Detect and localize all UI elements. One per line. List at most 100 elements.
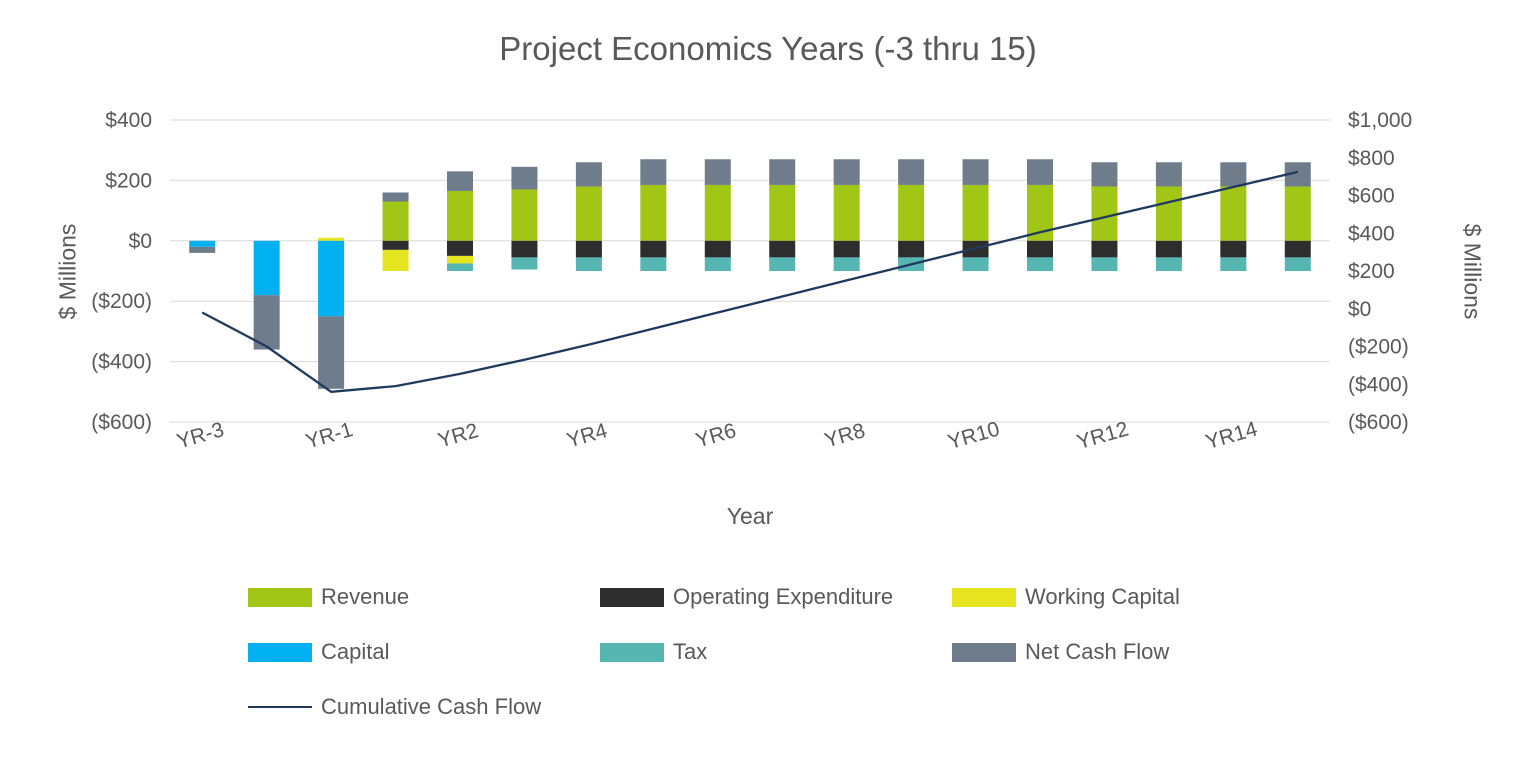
x-axis-tick-label: YR-1	[303, 418, 355, 453]
bar-segment-net_cash_flow	[962, 159, 989, 185]
bar-segment-revenue	[382, 201, 409, 241]
legend-swatch-revenue	[248, 587, 312, 607]
bar-segment-operating_expenditure	[511, 240, 538, 258]
cumulative-cash-flow-line	[201, 170, 1299, 393]
bar-segment-net_cash_flow	[1220, 162, 1247, 187]
bar-segment-revenue	[1284, 186, 1311, 241]
bar-segment-operating_expenditure	[382, 240, 409, 250]
legend-swatch-cumulative_cash_flow	[248, 706, 312, 708]
legend-swatch-net_cash_flow	[952, 642, 1016, 662]
right-axis-tick-label: $400	[1348, 222, 1395, 245]
bar-segment-net_cash_flow	[898, 159, 925, 185]
bar-segment-revenue	[1091, 186, 1118, 241]
legend-item-cumulative_cash_flow: Cumulative Cash Flow	[248, 693, 600, 721]
legend-swatch-working_capital	[952, 587, 1016, 607]
bar-segment-revenue	[704, 184, 731, 241]
legend-label: Revenue	[321, 584, 410, 609]
bar-segment-operating_expenditure	[1220, 240, 1247, 258]
bar-segment-tax	[1155, 257, 1182, 271]
bar-segment-net_cash_flow	[447, 171, 473, 191]
bar-segment-revenue	[640, 184, 667, 241]
bar-segment-net_cash_flow	[575, 162, 602, 187]
right-axis-tick-label: ($600)	[1348, 411, 1409, 434]
bar-segment-net_cash_flow	[1155, 162, 1182, 187]
legend-swatch-operating_expenditure	[600, 587, 664, 607]
bar-segment-revenue	[1155, 186, 1182, 241]
bar-segment-operating_expenditure	[833, 240, 860, 258]
bar-segment-revenue	[511, 189, 538, 241]
bar-segment-net_cash_flow	[640, 159, 667, 185]
x-axis-tick-label: YR10	[945, 417, 1002, 454]
bar-segment-tax	[769, 257, 796, 271]
right-axis-tick-label: ($200)	[1348, 336, 1409, 359]
plot-area: $400 $200 $0 ($200) ($400) ($600) $1,000 $800 $6…	[91, 109, 1412, 454]
legend-label: Capital	[321, 639, 390, 664]
bar-segment-net_cash_flow	[382, 192, 409, 202]
left-axis-tick-label: $200	[105, 169, 152, 192]
bar-segment-tax	[447, 263, 473, 271]
bar-segment-net_cash_flow	[833, 159, 860, 185]
left-axis-tick-label: $400	[105, 109, 152, 132]
bar-segment-tax	[833, 257, 860, 271]
bar-segment-capital	[318, 240, 345, 317]
x-axis-tick-label: YR6	[693, 419, 739, 452]
legend-item-tax: Tax	[600, 638, 952, 666]
bar-segment-net_cash_flow	[704, 159, 731, 185]
chart-title: Project Economics Years (-3 thru 15)	[499, 30, 1037, 67]
bar-segment-capital	[253, 240, 280, 296]
x-axis-tick-label: YR8	[822, 419, 868, 452]
bar-segment-tax	[1027, 257, 1053, 271]
bar-segment-operating_expenditure	[1155, 240, 1182, 258]
right-axis-tick-label: ($400)	[1348, 373, 1409, 396]
x-axis-title: Year	[726, 503, 774, 529]
bar-segment-operating_expenditure	[575, 240, 602, 258]
bar-segment-net_cash_flow	[511, 166, 538, 190]
bar-segment-operating_expenditure	[640, 240, 667, 258]
bar-segment-operating_expenditure	[447, 240, 473, 256]
legend-label: Cumulative Cash Flow	[321, 694, 542, 719]
legend-swatch-capital	[248, 642, 312, 662]
bar-segment-net_cash_flow	[1027, 159, 1053, 185]
bar-segment-tax	[1091, 257, 1118, 271]
left-axis-tick-label: $0	[129, 230, 152, 253]
legend: Revenue Operating Expenditure Working Capi…	[248, 583, 1304, 721]
bar-segment-tax	[1220, 257, 1247, 271]
bar-segment-tax	[640, 257, 667, 271]
bar-segment-revenue	[447, 190, 473, 241]
bar-segment-operating_expenditure	[704, 240, 731, 258]
legend-label: Tax	[673, 639, 708, 664]
legend-item-revenue: Revenue	[248, 583, 600, 611]
left-axis-tick-label: ($200)	[91, 290, 152, 313]
legend-label: Net Cash Flow	[1025, 639, 1170, 664]
legend-item-working_capital: Working Capital	[952, 583, 1304, 611]
x-axis-tick-label: YR2	[435, 419, 481, 452]
bar-segment-revenue	[1220, 186, 1247, 241]
bar-segment-revenue	[575, 186, 602, 241]
bar-segment-tax	[511, 257, 538, 270]
bar-segment-net_cash_flow	[769, 159, 796, 185]
left-axis-tick-label: ($400)	[91, 351, 152, 374]
right-axis-tick-label: $200	[1348, 260, 1395, 283]
bar-segment-capital	[189, 240, 216, 247]
bar-segment-revenue	[962, 184, 989, 241]
x-axis-tick-label: YR-3	[174, 418, 226, 453]
bar-segment-net_cash_flow	[318, 316, 345, 389]
legend-label: Operating Expenditure	[673, 584, 894, 609]
right-axis-tick-label: $800	[1348, 147, 1395, 170]
bar-segment-net_cash_flow	[253, 295, 280, 350]
bar-segment-revenue	[769, 184, 796, 241]
bar-segment-working_capital	[447, 255, 473, 264]
bar-segment-working_capital	[318, 237, 345, 241]
x-axis-tick-label: YR12	[1074, 417, 1131, 454]
legend-label: Working Capital	[1025, 584, 1180, 609]
bar-segment-operating_expenditure	[1284, 240, 1311, 258]
right-axis-tick-label: $600	[1348, 185, 1395, 208]
bar-segment-tax	[704, 257, 731, 271]
bar-segment-operating_expenditure	[1027, 240, 1053, 258]
x-axis-tick-label: YR14	[1203, 417, 1260, 454]
legend-swatch-tax	[600, 642, 664, 662]
bar-segment-net_cash_flow	[1091, 162, 1118, 187]
bar-segment-revenue	[833, 184, 860, 241]
bar-segment-operating_expenditure	[898, 240, 925, 258]
